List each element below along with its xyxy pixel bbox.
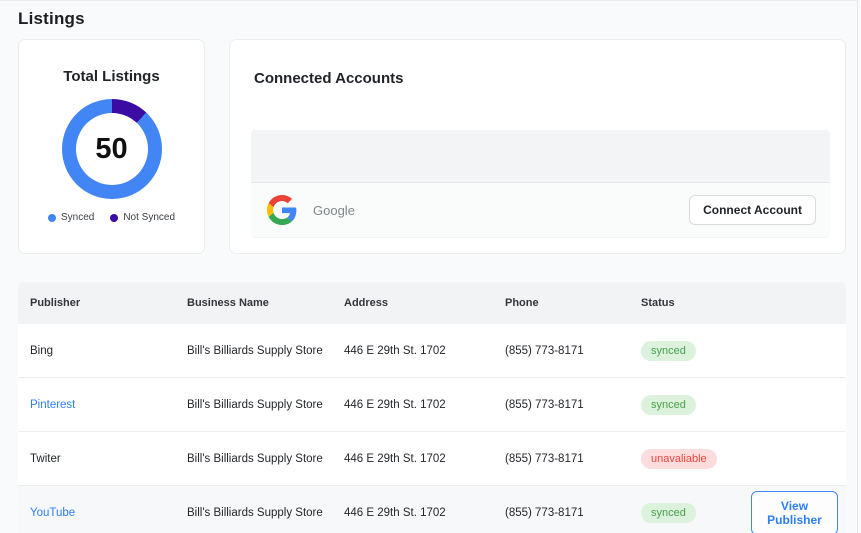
publisher-link[interactable]: YouTube (30, 507, 76, 519)
business-name-cell: Bill's Billiards Supply Store (187, 452, 323, 465)
legend-not-synced-label: Not Synced (123, 212, 176, 223)
not-synced-dot-icon (110, 213, 119, 222)
table-row-youtube: YouTube Bill's Billiards Supply Store 44… (18, 486, 846, 533)
address-cell: 446 E 29th St. 1702 (344, 507, 446, 519)
publisher-name: Twiter (30, 452, 61, 465)
total-listings-title: Total Listings (63, 68, 160, 85)
google-logo-icon (267, 195, 297, 225)
accounts-panel-header (251, 130, 830, 183)
status-badge: unavaliable (641, 448, 717, 469)
status-badge: synced (641, 340, 696, 361)
account-name: Google (313, 202, 355, 218)
donut-legend: Synced Not Synced (19, 212, 204, 223)
status-badge: synced (641, 503, 696, 523)
action-cell: View Publisher (739, 491, 846, 533)
total-listings-card: Total Listings 50 Synced Not Synced (18, 39, 205, 254)
business-name-cell: Bill's Billiards Supply Store (187, 398, 323, 411)
business-name-cell: Bill's Billiards Supply Store (187, 344, 323, 357)
address-cell: 446 E 29th St. 1702 (344, 452, 446, 465)
address-cell: 446 E 29th St. 1702 (344, 344, 446, 357)
view-publisher-button[interactable]: View Publisher (751, 491, 838, 533)
publisher-link[interactable]: Pinterest (30, 398, 76, 411)
account-row-google: Google Connect Account (251, 183, 830, 237)
phone-cell: (855) 773-8171 (505, 344, 584, 357)
legend-item-not-synced: Not Synced (110, 212, 175, 223)
connected-accounts-card: Connected Accounts Google Connect Accoun… (229, 39, 846, 254)
column-header-business-name: Business Name (187, 297, 269, 309)
phone-cell: (855) 773-8171 (505, 398, 584, 411)
publisher-name: Bing (30, 344, 54, 357)
donut-hole: 50 (75, 113, 148, 185)
address-cell: 446 E 29th St. 1702 (344, 398, 446, 411)
accounts-panel: Google Connect Account (251, 130, 830, 238)
table-row-pinterest: Pinterest Bill's Billiards Supply Store … (18, 378, 846, 432)
synced-dot-icon (47, 213, 56, 222)
table-row-bing: Bing Bill's Billiards Supply Store 446 E… (18, 324, 846, 378)
donut-total-value: 50 (95, 132, 128, 165)
table-row-twiter: Twiter Bill's Billiards Supply Store 446… (18, 432, 846, 486)
summary-cards: Total Listings 50 Synced Not Synced (18, 39, 846, 254)
connected-accounts-title: Connected Accounts (254, 70, 404, 87)
phone-cell: (855) 773-8171 (505, 452, 584, 465)
legend-synced-label: Synced (60, 212, 95, 223)
column-header-phone: Phone (505, 297, 539, 309)
donut-chart-wrap: 50 (19, 99, 204, 199)
page-title: Listings (18, 9, 85, 28)
column-header-address: Address (344, 297, 389, 309)
status-badge: synced (641, 394, 696, 415)
column-header-status: Status (641, 297, 675, 309)
publishers-table: Publisher Business Name Address Phone St… (18, 282, 846, 533)
phone-cell: (855) 773-8171 (505, 507, 584, 519)
business-name-cell: Bill's Billiards Supply Store (187, 507, 323, 519)
legend-item-synced: Synced (47, 212, 95, 223)
column-header-publisher: Publisher (30, 297, 81, 309)
connect-account-button[interactable]: Connect Account (689, 195, 816, 225)
table-header-row: Publisher Business Name Address Phone St… (18, 282, 846, 324)
donut-chart: 50 (61, 99, 162, 199)
